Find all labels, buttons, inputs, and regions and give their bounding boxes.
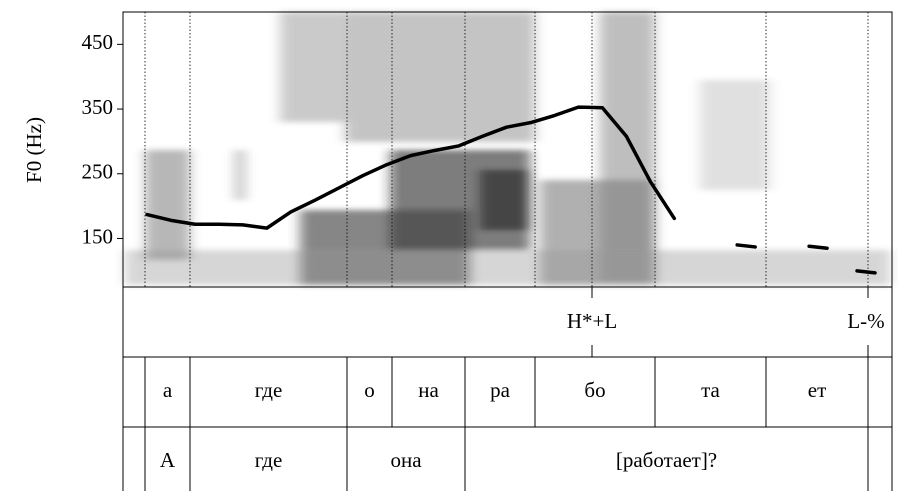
y-tick-label: 450 — [82, 30, 114, 54]
tone-label: L-% — [847, 309, 884, 333]
syllable-label: где — [255, 378, 283, 402]
f0-contour — [855, 269, 877, 275]
y-tick-label: 350 — [82, 95, 114, 119]
f0-contour — [807, 244, 829, 250]
y-tick-label: 150 — [82, 224, 114, 248]
tone-label: H*+L — [567, 309, 617, 333]
syllable-label: а — [163, 378, 173, 402]
syllable-label: ет — [808, 378, 827, 402]
spectrogram — [125, 12, 890, 285]
syllable-label: на — [418, 378, 439, 402]
word-label: где — [255, 448, 283, 472]
word-label: [работает]? — [616, 448, 717, 472]
frame — [122, 11, 893, 491]
word-label: она — [390, 448, 422, 472]
y-axis-label: F0 (Hz) — [22, 117, 46, 183]
f0-contour — [145, 105, 677, 230]
syllable-label: о — [364, 378, 375, 402]
word-label: А — [160, 448, 176, 472]
y-tick-label: 250 — [82, 160, 114, 184]
f0-contour — [735, 243, 757, 249]
syllable-label: бо — [584, 378, 605, 402]
syllable-label: та — [701, 378, 720, 402]
syllable-label: ра — [490, 378, 511, 402]
